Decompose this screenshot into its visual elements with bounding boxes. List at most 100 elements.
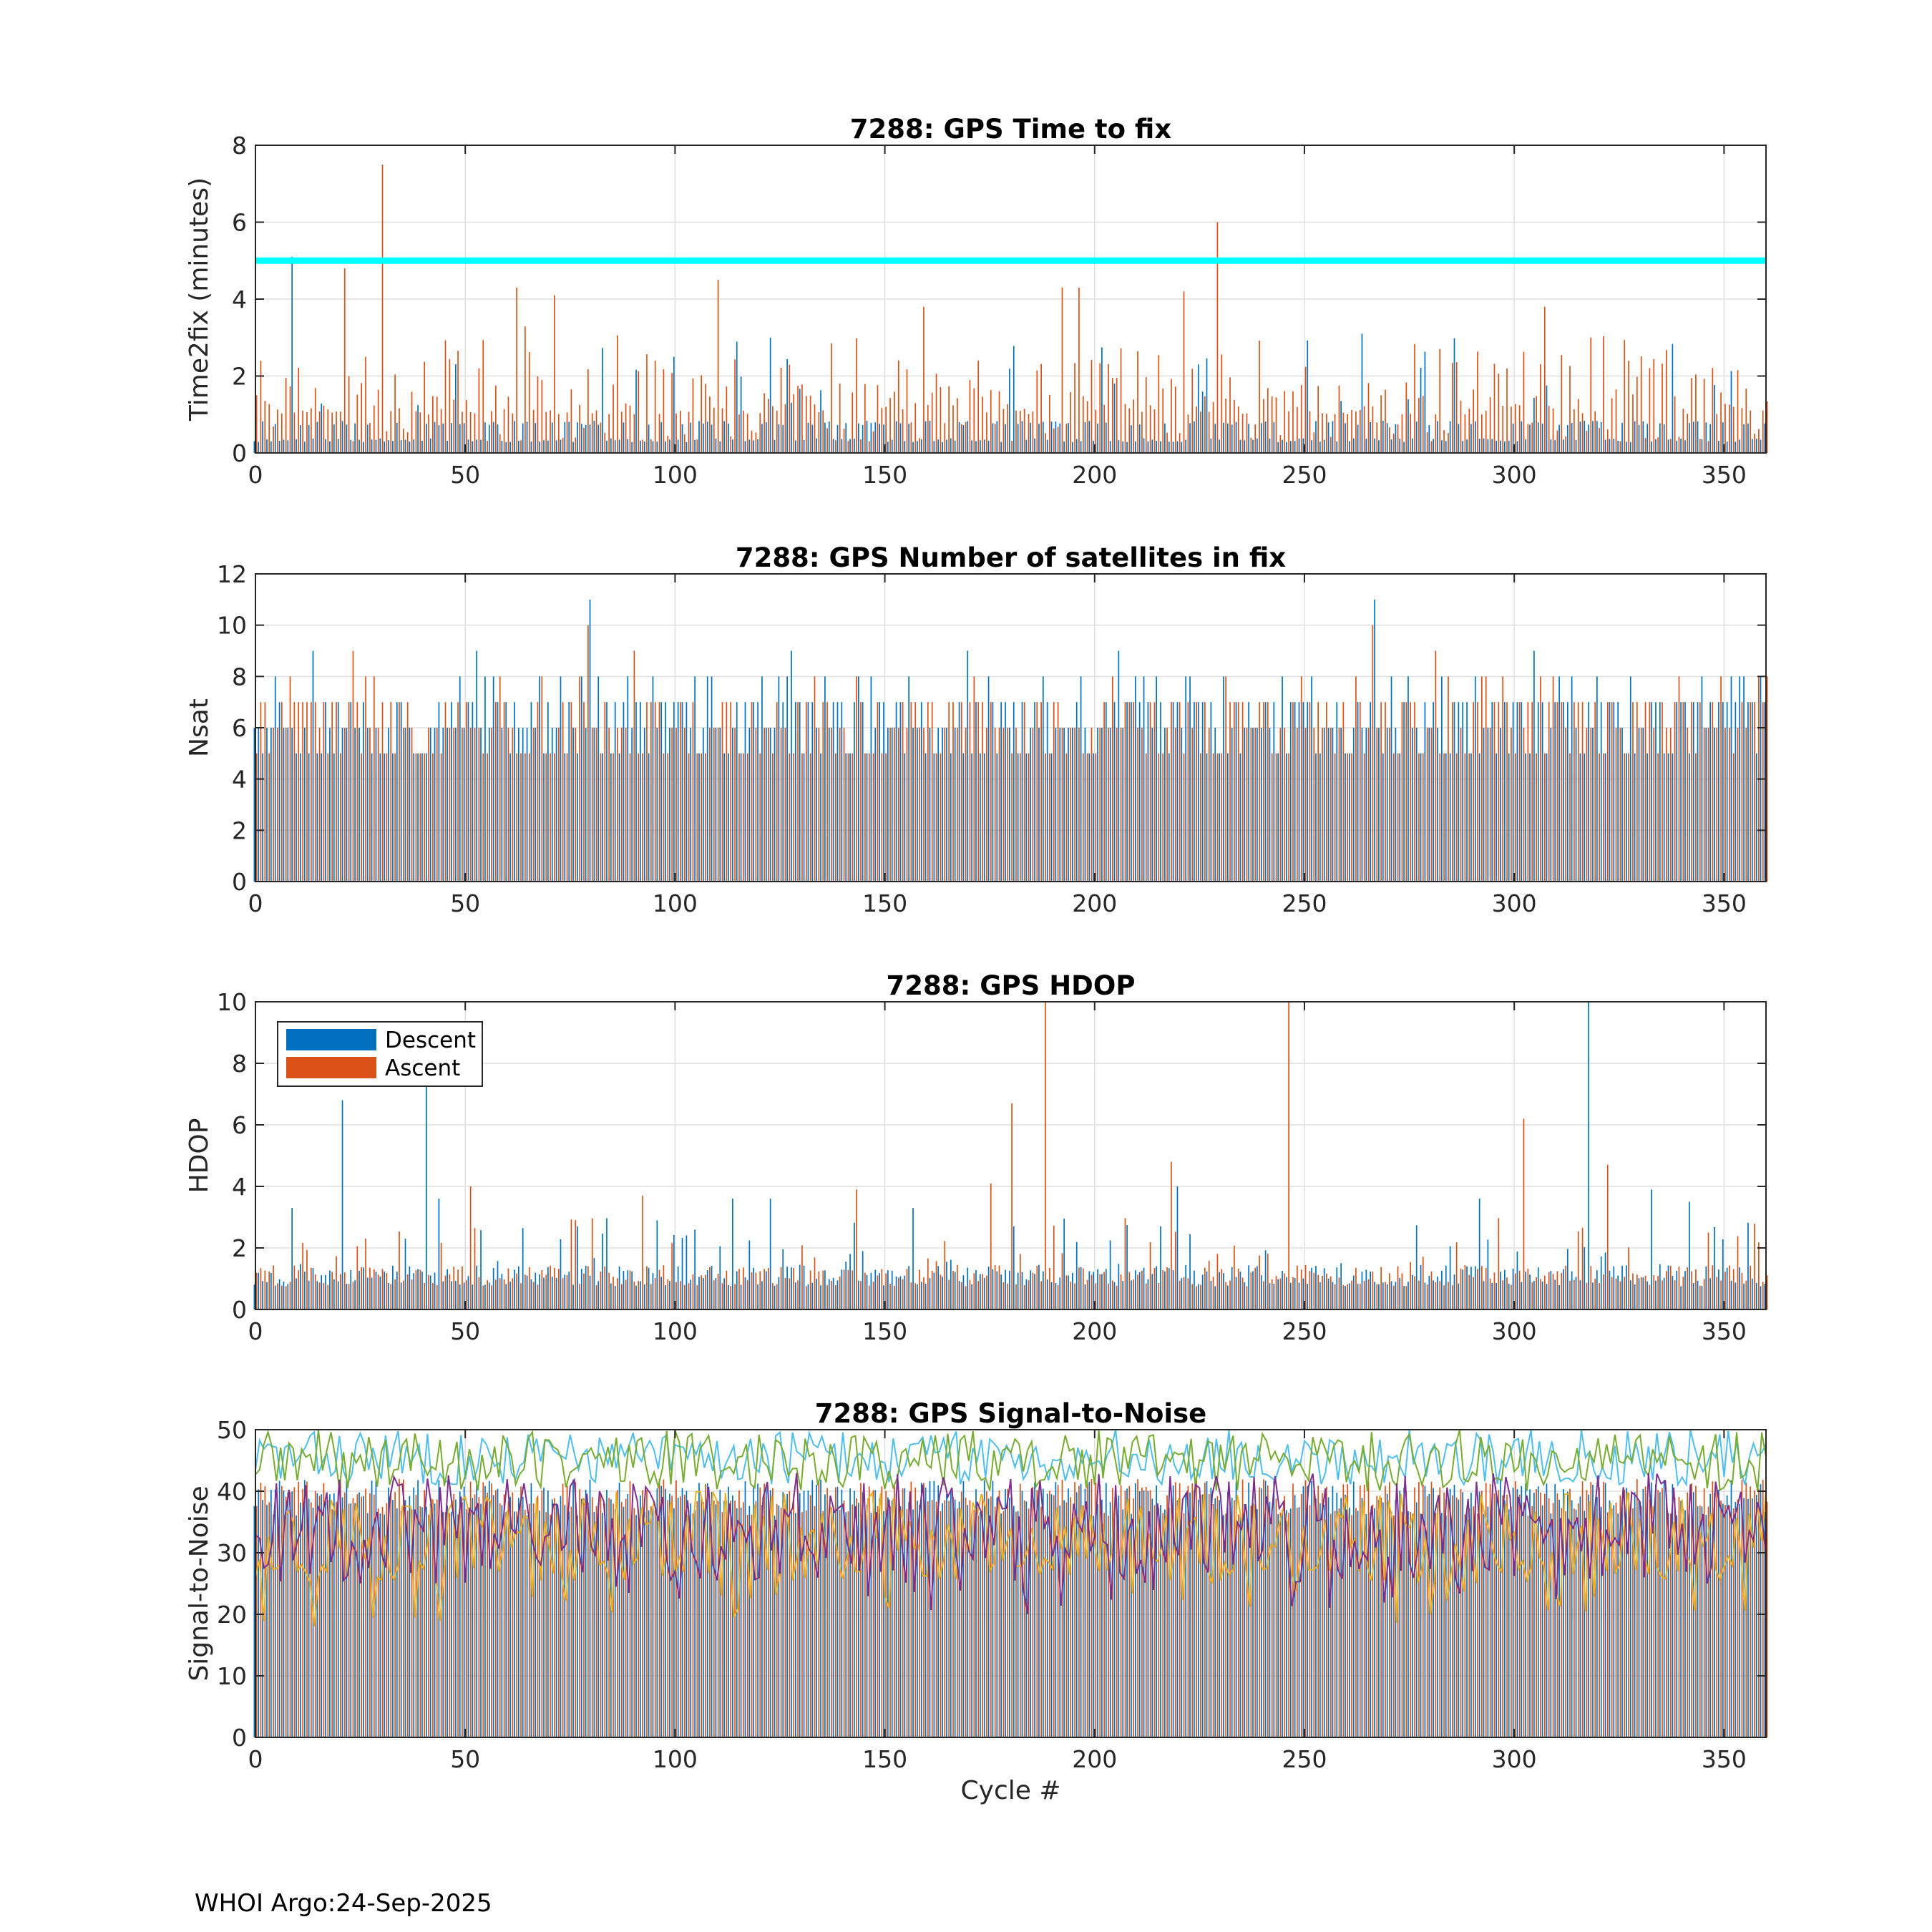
descent-bar <box>379 438 381 453</box>
descent-bar <box>698 753 700 882</box>
ascent-bar <box>1619 728 1621 882</box>
ascent-bar <box>831 343 832 453</box>
ascent-bar <box>1666 1271 1667 1309</box>
ascent-bar <box>1405 1491 1407 1737</box>
descent-bar <box>828 1510 830 1737</box>
ascent-bar <box>537 376 539 453</box>
descent-bar <box>1210 439 1212 453</box>
ascent-bar <box>285 1496 287 1737</box>
descent-bar <box>1269 438 1271 453</box>
descent-bar <box>1365 728 1367 882</box>
descent-bar <box>404 728 406 882</box>
ascent-bar <box>432 1499 434 1737</box>
ascent-bar <box>1124 702 1126 882</box>
descent-bar <box>1651 441 1652 453</box>
ascent-bar <box>910 1282 912 1309</box>
descent-bar <box>560 676 562 882</box>
descent-bar <box>1478 1199 1480 1309</box>
ascent-bar <box>469 411 472 453</box>
descent-bar <box>1684 1271 1686 1309</box>
descent-bar <box>820 1479 821 1737</box>
ascent-bar <box>1380 702 1382 882</box>
descent-bar <box>1138 1272 1141 1309</box>
ascent-bar <box>1762 702 1764 882</box>
y-tick-label: 4 <box>232 766 247 794</box>
ascent-bar <box>1691 702 1692 882</box>
descent-bar <box>652 441 654 453</box>
descent-bar <box>1537 1267 1539 1309</box>
descent-bar <box>774 439 776 453</box>
ascent-bar <box>600 753 602 882</box>
ascent-bar <box>1078 287 1080 453</box>
descent-bar <box>1046 1279 1048 1309</box>
ascent-bar <box>1246 728 1248 882</box>
descent-bar <box>1189 1234 1191 1309</box>
descent-bar <box>728 753 729 882</box>
ascent-bar <box>1543 1275 1546 1309</box>
descent-bar <box>1541 702 1543 882</box>
descent-bar <box>782 424 784 453</box>
descent-bar <box>384 753 386 882</box>
descent-bar <box>702 1277 704 1309</box>
y-tick-label: 20 <box>217 1601 247 1629</box>
descent-bar <box>924 1487 927 1737</box>
descent-bar <box>296 439 297 453</box>
descent-bar <box>753 440 755 453</box>
descent-bar <box>266 1282 268 1309</box>
ascent-bar <box>487 1492 488 1737</box>
descent-bar <box>413 753 415 882</box>
descent-bar <box>669 1281 670 1309</box>
descent-bar <box>975 702 977 882</box>
descent-bar <box>1508 440 1510 453</box>
descent-bar <box>1289 1508 1292 1737</box>
ascent-bar <box>1091 360 1093 453</box>
ascent-bar <box>1628 360 1629 453</box>
ascent-bar <box>1036 702 1038 882</box>
ascent-bar <box>860 702 862 882</box>
descent-bar <box>920 702 922 882</box>
descent-bar <box>635 1285 637 1309</box>
descent-bar <box>396 1272 398 1309</box>
ascent-bar <box>386 1273 388 1309</box>
ascent-bar <box>1267 702 1269 882</box>
ascent-bar <box>1011 440 1013 453</box>
descent-bar <box>1512 702 1514 882</box>
descent-bar <box>602 348 603 453</box>
descent-bar <box>1760 1484 1762 1737</box>
ascent-bar <box>1279 1512 1282 1737</box>
ascent-bar <box>1435 414 1437 453</box>
descent-bar <box>392 1265 394 1309</box>
ascent-bar <box>826 428 828 453</box>
descent-bar <box>425 1506 427 1737</box>
ascent-bar <box>285 378 287 453</box>
ascent-bar <box>843 728 845 882</box>
descent-bar <box>1441 440 1443 453</box>
descent-bar <box>1646 1493 1649 1737</box>
descent-bar <box>413 1273 415 1309</box>
descent-bar <box>786 358 788 453</box>
ascent-bar <box>1485 1267 1487 1309</box>
descent-bar <box>1512 423 1514 453</box>
descent-bar <box>891 1270 893 1309</box>
ascent-bar <box>1511 1284 1512 1309</box>
ascent-bar <box>331 412 333 453</box>
ascent-bar <box>306 702 308 882</box>
ascent-bar <box>331 702 333 882</box>
descent-bar <box>1160 441 1161 453</box>
descent-bar <box>505 1284 507 1309</box>
descent-bar <box>488 1480 490 1737</box>
ascent-bar <box>1237 1514 1239 1737</box>
ascent-bar <box>369 728 371 882</box>
descent-bar <box>929 1278 931 1309</box>
ascent-bar <box>595 728 597 882</box>
ascent-bar <box>721 1283 723 1309</box>
ascent-bar <box>1183 1513 1185 1737</box>
ascent-bar <box>280 702 283 882</box>
ascent-bar <box>1422 1257 1424 1309</box>
ascent-bar <box>1309 1271 1311 1309</box>
descent-bar <box>1420 1513 1422 1737</box>
ascent-bar <box>457 351 459 453</box>
ascent-bar <box>579 404 580 453</box>
ascent-bar <box>1732 1269 1735 1309</box>
ascent-bar <box>579 676 580 882</box>
